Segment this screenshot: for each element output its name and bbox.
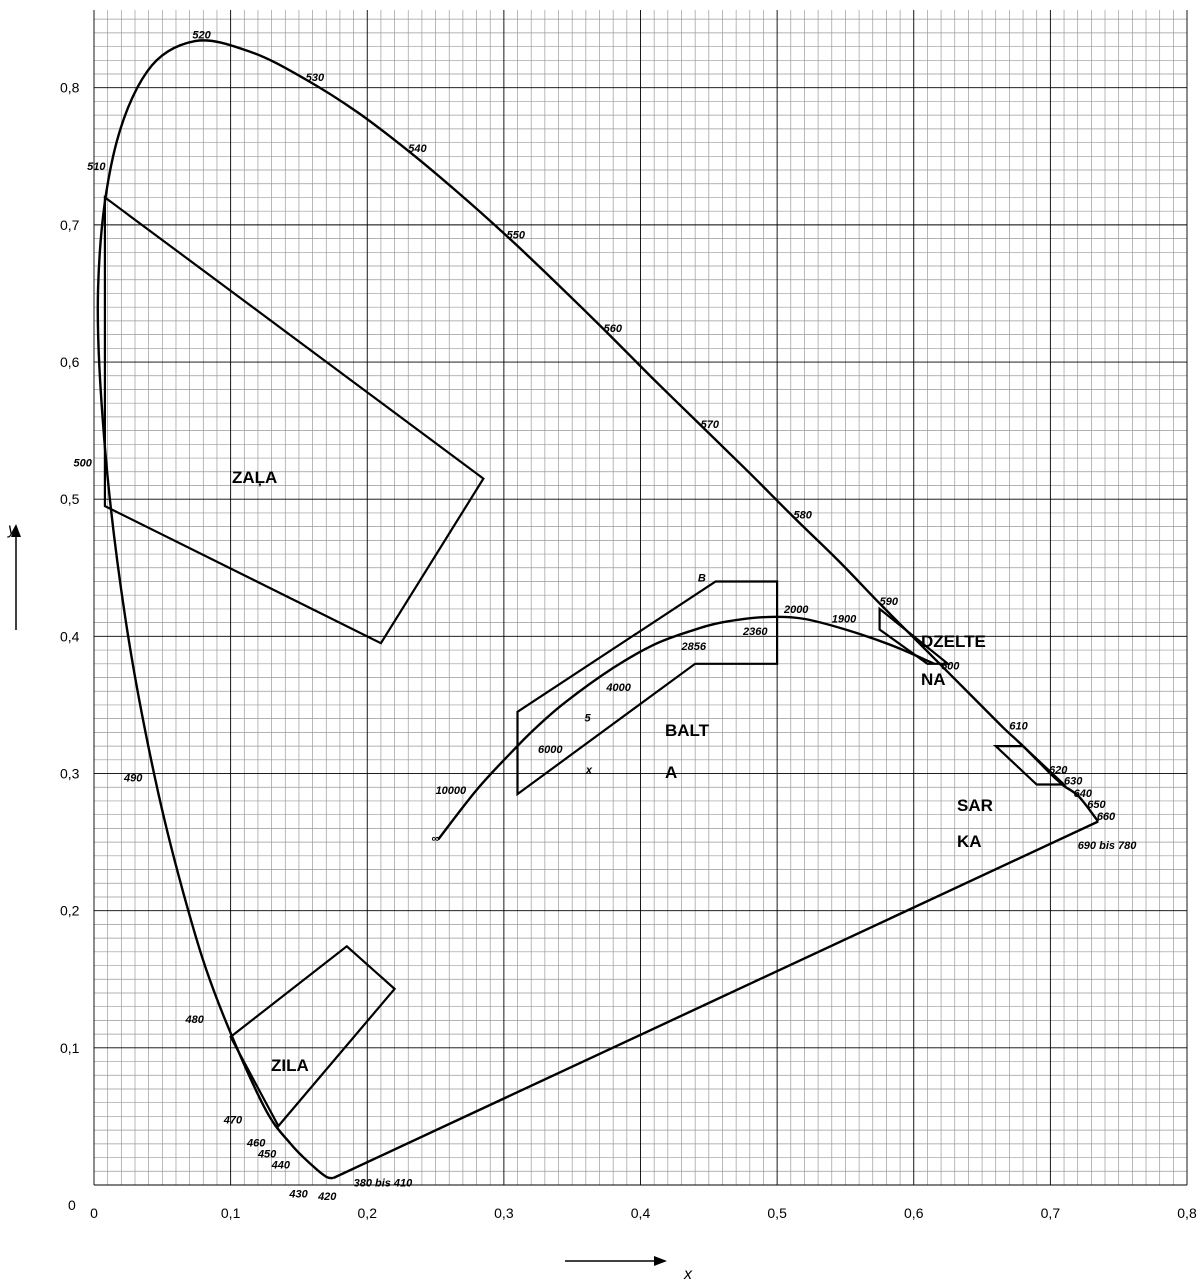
region-label-red-1: SAR	[957, 796, 993, 815]
temperature-label: 5	[584, 712, 591, 724]
y-tick-label: 0,7	[60, 217, 80, 233]
wavelength-label: 510	[87, 161, 106, 173]
wavelength-label: 650	[1087, 799, 1106, 811]
curves	[96, 39, 1100, 1180]
x-tick-label: 0,5	[767, 1205, 787, 1221]
wavelength-label: 610	[1009, 721, 1028, 733]
region-boundary	[103, 195, 485, 645]
x-tick-label: 0,3	[494, 1205, 514, 1221]
x-tick-label: 0,7	[1041, 1205, 1061, 1221]
spectral-locus-line	[96, 39, 1100, 1180]
y-tick-label: 0,6	[60, 354, 80, 370]
x-tick-label: 0,4	[631, 1205, 651, 1221]
temperature-label: ∞	[431, 833, 439, 845]
temperature-label: 6000	[538, 744, 563, 756]
temperature-label: 1900	[832, 614, 857, 626]
tick-labels: 0 0,1 0,2 0,3 0,4 0,5 0,6 0,7 0,8 0 0,1 0,2 0,3 0,4 0,…	[60, 80, 1197, 1221]
wavelength-label: 460	[246, 1138, 266, 1150]
region-label-red-2: KA	[957, 832, 982, 851]
planckian-locus-line	[437, 615, 935, 841]
wavelength-label: 660	[1097, 811, 1116, 823]
temperature-label: x	[585, 765, 593, 777]
region-label-blue: ZILA	[271, 1056, 309, 1075]
temperature-label: B	[698, 572, 706, 584]
region-label-white-2: A	[665, 763, 677, 782]
y-axis-arrow	[11, 524, 21, 630]
wavelength-label: 500	[74, 457, 93, 469]
wavelength-label: 640	[1074, 788, 1093, 800]
y-tick-label: 0,3	[60, 766, 80, 782]
y-tick-label: 0,5	[60, 491, 80, 507]
region-label-yellow-1: DZELTE	[921, 632, 986, 651]
x-tick-label: 0	[90, 1205, 98, 1221]
x-tick-label: 0,1	[221, 1205, 241, 1221]
region-boundary	[878, 606, 952, 665]
region-boundary	[516, 580, 779, 797]
x-tick-label: 0,8	[1177, 1205, 1197, 1221]
region-label-green: ZAĻA	[232, 468, 277, 487]
y-tick-label: 0,4	[60, 628, 80, 644]
temperature-label: 2000	[783, 604, 809, 616]
wavelength-label: 430	[288, 1188, 308, 1200]
wavelength-label: 560	[604, 323, 623, 335]
region-boundary	[992, 744, 1067, 786]
x-tick-label: 0,6	[904, 1205, 924, 1221]
temperature-label: 10000	[436, 785, 467, 797]
wavelength-label: 620	[1049, 765, 1068, 777]
wavelength-label: 470	[223, 1114, 243, 1126]
temperature-label: 2856	[680, 641, 706, 653]
y-tick-label: 0,8	[60, 80, 80, 96]
wavelength-label: 420	[317, 1191, 337, 1203]
y-tick-label: 0,1	[60, 1040, 80, 1056]
wavelength-label: 690 bis 780	[1078, 840, 1138, 852]
point-labels: 5205305405505605705805906006106206306406…	[74, 29, 1138, 1203]
y-axis-label: y	[7, 521, 17, 538]
wavelength-label: 550	[507, 230, 526, 242]
region-label-yellow-2: NA	[921, 670, 946, 689]
region-boundary	[229, 944, 397, 1128]
wavelength-label: 450	[257, 1149, 277, 1161]
wavelength-label: 490	[123, 773, 143, 785]
y-tick-label: 0,2	[60, 903, 80, 919]
x-axis-label: x	[683, 1266, 693, 1283]
color-regions	[103, 195, 1067, 1128]
y-tick-label: 0	[68, 1197, 76, 1213]
temperature-label: 2360	[742, 626, 768, 638]
wavelength-label: 440	[271, 1160, 291, 1172]
wavelength-label: 520	[192, 29, 211, 41]
wavelength-label: 380 bis 410	[354, 1177, 414, 1189]
wavelength-label: 590	[880, 596, 899, 608]
wavelength-label: 580	[794, 509, 813, 521]
purple-line	[332, 820, 1099, 1180]
temperature-label: 4000	[605, 682, 631, 694]
wavelength-label: 530	[306, 72, 325, 84]
wavelength-label: 630	[1064, 775, 1083, 787]
wavelength-label: 540	[408, 143, 427, 155]
x-tick-label: 0,2	[358, 1205, 378, 1221]
region-label-white-1: BALT	[665, 721, 710, 740]
wavelength-label: 600	[941, 660, 960, 672]
wavelength-label: 570	[701, 419, 720, 431]
wavelength-label: 480	[185, 1014, 205, 1026]
x-axis-arrow	[565, 1256, 667, 1266]
